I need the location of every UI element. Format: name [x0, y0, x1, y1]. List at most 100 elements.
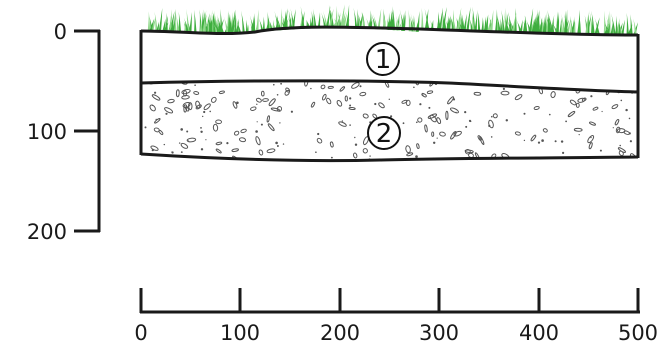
grass-blade	[606, 22, 610, 35]
gravel-grain	[200, 130, 203, 133]
grass-blade	[251, 16, 254, 33]
gravel-pebble	[401, 99, 408, 104]
gravel-grain	[436, 137, 438, 139]
gravel-grain	[374, 102, 377, 106]
gravel-pebble	[577, 97, 586, 103]
gravel-pebble	[322, 93, 327, 101]
grass-blade	[471, 11, 475, 31]
grass-blade	[461, 13, 465, 31]
grass-blade	[156, 21, 160, 32]
grass-blade	[544, 14, 547, 33]
gravel-pebble	[587, 135, 595, 144]
gravel-pebble	[477, 135, 482, 141]
gravel-grain	[565, 120, 567, 123]
gravel-grain	[488, 124, 491, 127]
gravel-grain	[369, 155, 371, 157]
grass-blade	[300, 11, 305, 29]
gravel-grain	[628, 117, 631, 120]
grass-blade	[280, 8, 283, 31]
vertical-tick-label: 100	[27, 120, 67, 144]
grass-blade	[474, 12, 478, 31]
grass-blade	[183, 17, 189, 32]
gravel-pebble	[167, 98, 175, 104]
gravel-grain	[464, 111, 467, 114]
grass-blade	[408, 9, 412, 32]
gravel-pebble	[262, 98, 269, 102]
gravel-pebble	[175, 89, 180, 98]
gravel-pebble	[406, 152, 414, 157]
gravel-pebble	[327, 85, 334, 89]
gravel-pebble	[421, 93, 427, 98]
gravel-pebble	[231, 148, 239, 153]
grass-blade	[556, 11, 560, 33]
gravel-grain	[310, 87, 312, 90]
grass-blade	[234, 10, 237, 33]
gravel-pebble	[592, 106, 599, 111]
gravel-grain	[619, 144, 621, 147]
gravel-pebble	[450, 131, 457, 140]
grass-blade	[621, 19, 625, 35]
gravel-pebble	[203, 103, 211, 111]
layer-2-label: 2	[367, 116, 401, 150]
grass-blade	[591, 16, 594, 34]
gravel-pebble	[255, 97, 262, 103]
grass-blade	[346, 4, 350, 29]
grass-blade	[528, 8, 534, 32]
gravel-pebble	[232, 101, 238, 109]
grass-blade	[410, 13, 416, 32]
grass-blade	[330, 9, 335, 28]
grass-blade	[469, 18, 474, 31]
grass-blade	[169, 23, 174, 32]
grass-blade	[173, 18, 177, 32]
grass-blade	[218, 19, 224, 33]
gravel-pebble	[326, 97, 332, 105]
grass-blade	[300, 6, 305, 29]
gravel-grain	[202, 115, 204, 118]
grass-blade	[228, 10, 233, 33]
grass-blade	[231, 15, 236, 33]
grass-blade	[241, 10, 245, 33]
grass-blade	[189, 12, 192, 32]
grass-blade	[560, 20, 564, 33]
grass-blade	[516, 19, 522, 32]
grass-blade	[442, 11, 445, 30]
gravel-grain	[341, 120, 344, 122]
gravel-grain	[179, 142, 181, 144]
grass-blade	[566, 19, 571, 34]
gravel-pebble	[573, 127, 583, 132]
gravel-grain	[200, 127, 202, 129]
grass-blade	[288, 9, 293, 30]
gravel-grain	[276, 145, 279, 147]
gravel-grain	[549, 113, 551, 116]
gravel-pebble	[405, 99, 411, 106]
gravel-pebble	[215, 141, 223, 146]
grass-blade	[569, 19, 573, 34]
gravel-pebble	[453, 130, 462, 137]
gravel-pebble	[336, 99, 343, 107]
grass-blade	[430, 20, 434, 30]
grass-blade	[147, 11, 151, 32]
grass-blade	[456, 7, 462, 30]
layer-2-label-circle	[367, 116, 401, 150]
gravel-pebble	[260, 90, 265, 97]
gravel-pebble	[267, 123, 275, 132]
grass-blade	[633, 18, 637, 35]
gravel-grain	[317, 132, 320, 136]
grass-blade	[561, 13, 566, 33]
gravel-pebble	[268, 98, 276, 107]
gravel-pebble	[432, 80, 438, 86]
vertical-scale: 0 100 200	[27, 20, 101, 244]
grass-blade	[504, 12, 509, 32]
gravel-pebble	[617, 147, 626, 153]
gravel-grain	[590, 95, 593, 98]
grass-blade	[421, 7, 424, 30]
grass-blade	[437, 11, 440, 30]
vertical-tick-label: 200	[27, 220, 67, 244]
gravel-pebble	[416, 143, 420, 149]
gravel-grain	[171, 151, 173, 153]
gravel-pebble	[362, 113, 369, 119]
grass-blade	[162, 18, 166, 32]
gravel-grain	[455, 111, 457, 114]
gravel-pebble	[424, 124, 428, 133]
grass-blade	[149, 16, 153, 32]
